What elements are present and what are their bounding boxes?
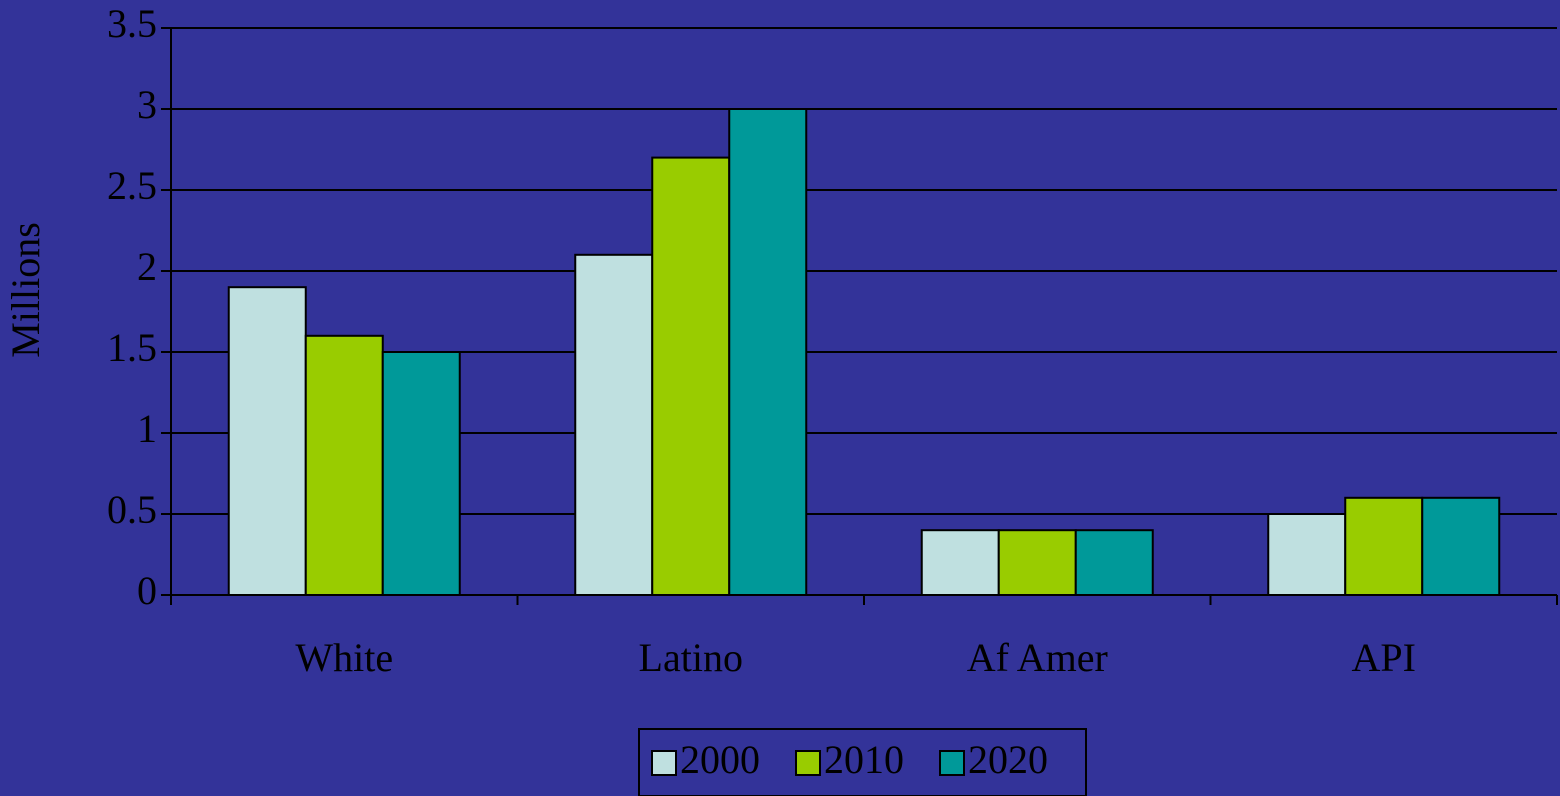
bar	[997, 529, 1077, 597]
legend-swatch	[795, 750, 821, 776]
y-tick-label: 2.5	[107, 163, 157, 208]
legend-label: 2000	[680, 737, 760, 782]
x-tick-label: Af Amer	[967, 635, 1108, 680]
legend-box	[638, 728, 1087, 796]
y-tick-label: 1	[137, 406, 157, 451]
bar	[651, 156, 731, 596]
y-tick-label: 2	[137, 244, 157, 289]
bar	[304, 334, 384, 596]
legend-swatch	[939, 750, 965, 776]
x-tick-label: API	[1352, 635, 1416, 680]
bar	[1074, 529, 1154, 597]
bar	[574, 253, 654, 597]
x-tick-label: White	[295, 635, 393, 680]
bar	[920, 529, 1000, 597]
y-tick-label: 0	[137, 568, 157, 613]
y-tick-label: 0.5	[107, 487, 157, 532]
bar	[728, 108, 808, 596]
bar	[227, 286, 307, 596]
legend-swatch	[651, 750, 677, 776]
bar	[1267, 513, 1347, 596]
y-tick-label: 1.5	[107, 325, 157, 370]
bar	[381, 351, 461, 596]
y-tick-label: 3.5	[107, 1, 157, 46]
legend-label: 2010	[824, 737, 904, 782]
legend-label: 2020	[968, 737, 1048, 782]
bar	[1421, 496, 1501, 596]
y-axis-label: Millions	[3, 222, 48, 358]
y-tick-label: 3	[137, 82, 157, 127]
x-tick-label: Latino	[639, 635, 743, 680]
bar	[1344, 496, 1424, 596]
